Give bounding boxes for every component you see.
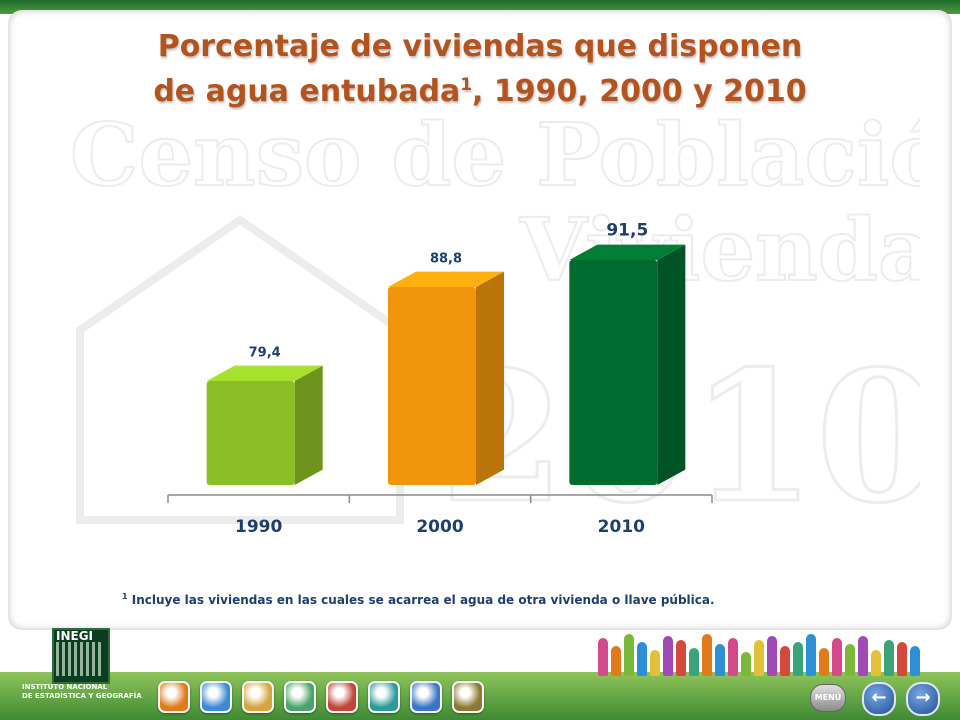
bar-top: [206, 365, 323, 381]
map-icon[interactable]: [410, 681, 442, 713]
nav-icon-bar: [158, 681, 484, 713]
person-figure-icon: [728, 638, 738, 676]
person-figure-icon: [611, 646, 621, 676]
title-line-1: Porcentaje de viviendas que disponen: [157, 29, 803, 64]
home-icon[interactable]: [368, 681, 400, 713]
person-figure-icon: [598, 638, 608, 676]
data-label: 91,5: [606, 221, 648, 241]
family-icon[interactable]: [242, 681, 274, 713]
person-figure-icon: [819, 648, 829, 676]
person-figure-icon: [806, 634, 816, 676]
bar: [206, 381, 295, 485]
bar: [569, 260, 658, 485]
person-figure-icon: [650, 650, 660, 676]
person-figure-icon: [637, 642, 647, 676]
person-figure-icon: [910, 646, 920, 676]
bar-side: [476, 271, 504, 485]
document-icon[interactable]: [452, 681, 484, 713]
person-figure-icon: [793, 642, 803, 676]
person-figure-icon: [689, 648, 699, 676]
data-label: 88,8: [430, 252, 462, 267]
bar-top: [388, 271, 504, 287]
bar-side: [657, 244, 686, 485]
logo-subtitle-line1: INSTITUTO NACIONAL: [22, 683, 108, 691]
logo-subtitle-line2: DE ESTADÍSTICA Y GEOGRAFÍA: [22, 692, 142, 700]
x-tick-label: 2000: [416, 517, 463, 537]
person-figure-icon: [702, 634, 712, 676]
logo-pattern: [56, 642, 102, 676]
person-figure-icon: [858, 636, 868, 676]
menu-button[interactable]: MENÚ: [810, 684, 846, 712]
info-person-icon[interactable]: [200, 681, 232, 713]
house-icon[interactable]: [326, 681, 358, 713]
footnote-text: Incluye las viviendas en las cuales se a…: [131, 593, 715, 607]
person-figure-icon: [741, 652, 751, 676]
person-figure-icon: [715, 644, 725, 676]
person-figure-icon: [871, 650, 881, 676]
person-figure-icon: [897, 642, 907, 676]
data-label: 79,4: [249, 346, 281, 361]
bar-chart: 79,4 1990 88,8 2000 91,5 2010: [167, 221, 713, 537]
chart-title: Porcentaje de viviendas que disponen de …: [110, 28, 850, 111]
couple-icon[interactable]: [284, 681, 316, 713]
people-icon[interactable]: [158, 681, 190, 713]
back-arrow-button[interactable]: ←: [862, 682, 896, 716]
people-illustration: [598, 634, 920, 676]
person-figure-icon: [845, 644, 855, 676]
title-line-2-years: , 1990, 2000 y 2010: [472, 74, 807, 109]
person-figure-icon: [754, 640, 764, 676]
footnote: 1 Incluye las viviendas en las cuales se…: [122, 592, 715, 607]
person-figure-icon: [676, 640, 686, 676]
person-figure-icon: [663, 636, 673, 676]
logo-subtitle: INSTITUTO NACIONAL DE ESTADÍSTICA Y GEOG…: [22, 683, 147, 701]
inegi-logo[interactable]: INEGI INSTITUTO NACIONAL DE ESTADÍSTICA …: [22, 628, 142, 718]
bar-side: [294, 365, 323, 485]
forward-arrow-button[interactable]: →: [906, 682, 940, 716]
title-superscript: 1: [460, 75, 473, 95]
bar: [388, 287, 476, 485]
person-figure-icon: [624, 634, 634, 676]
x-tick-label: 1990: [235, 517, 282, 537]
title-line-2-text: de agua entubada: [153, 74, 461, 109]
person-figure-icon: [767, 636, 777, 676]
logo-name: INEGI: [56, 629, 94, 643]
person-figure-icon: [884, 640, 894, 676]
x-tick-label: 2010: [598, 517, 645, 537]
person-figure-icon: [832, 638, 842, 676]
footnote-superscript: 1: [122, 592, 128, 601]
bar-top: [569, 244, 686, 260]
person-figure-icon: [780, 646, 790, 676]
title-line-2: de agua entubada1, 1990, 2000 y 2010: [110, 66, 850, 111]
